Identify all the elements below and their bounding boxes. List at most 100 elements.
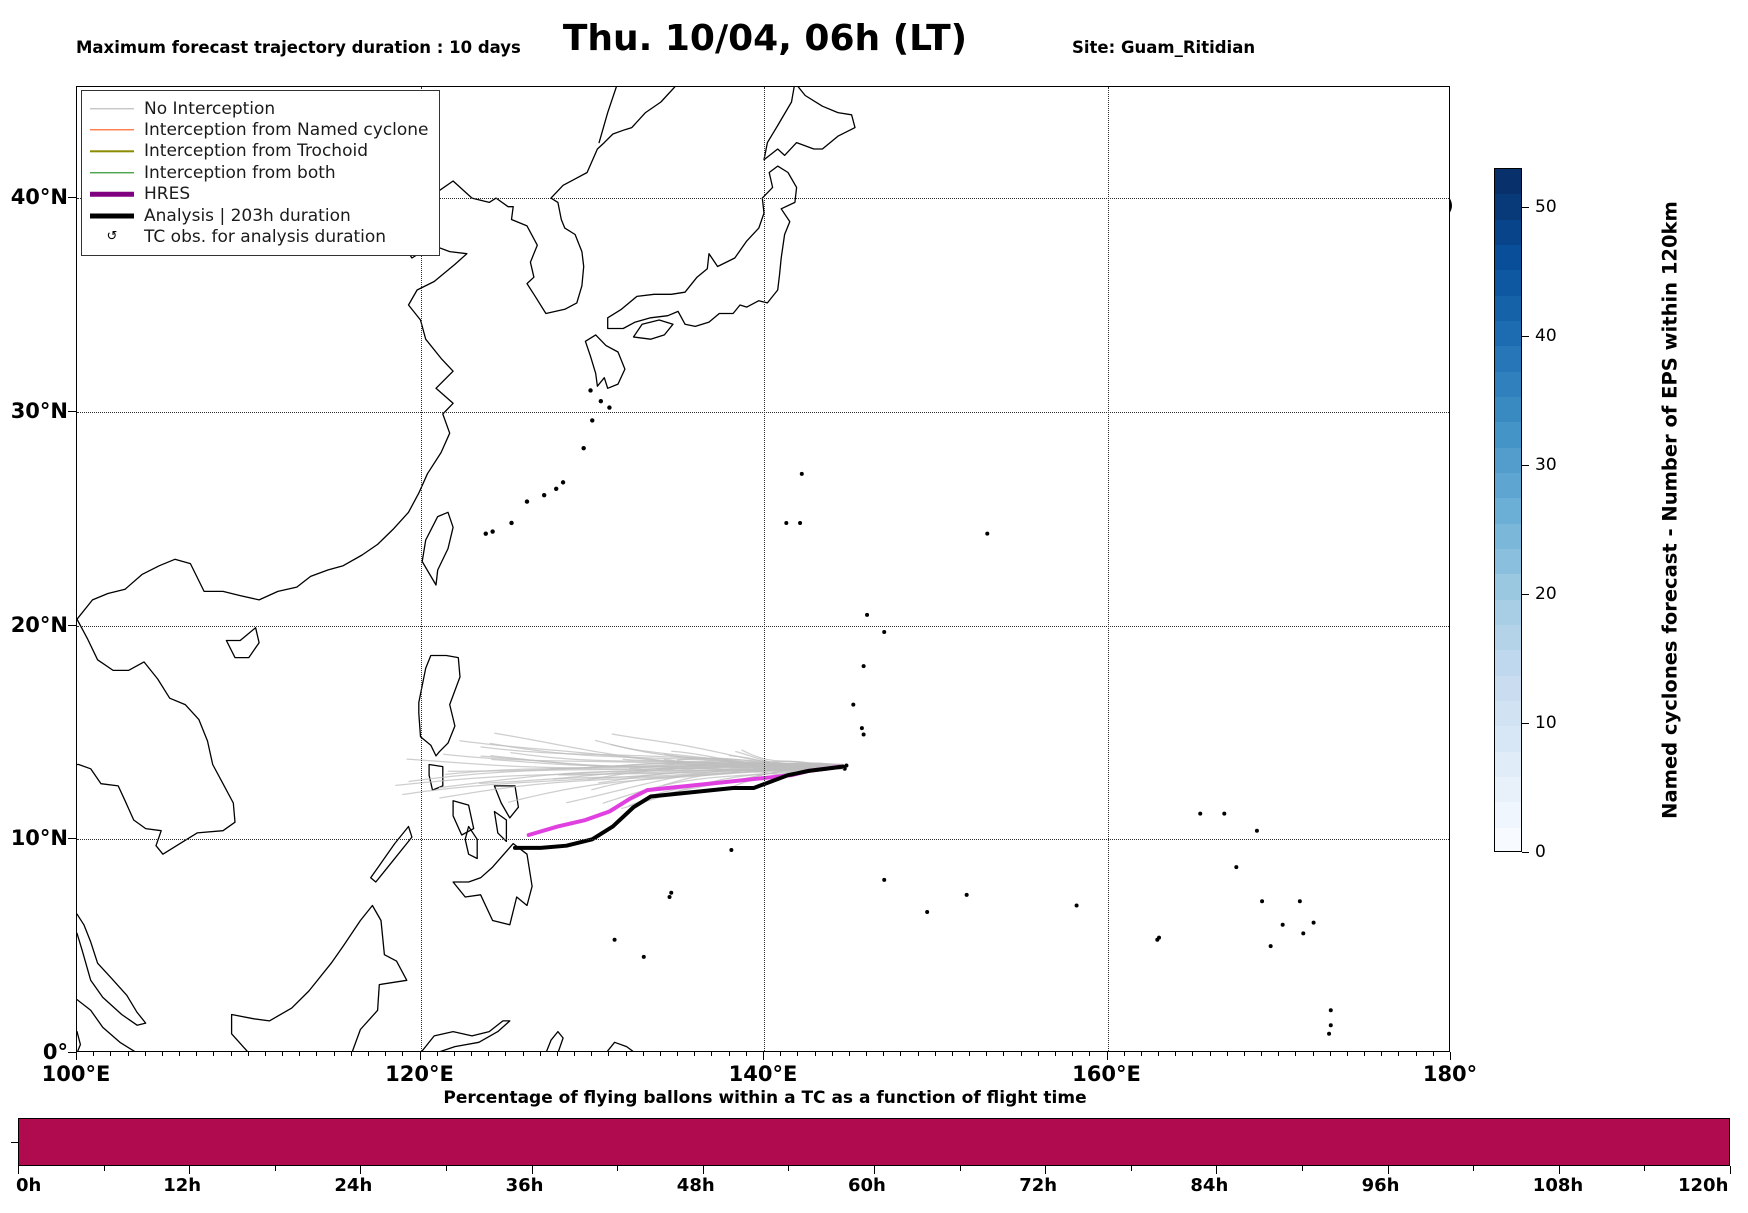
x-minor-tick [934, 1052, 936, 1056]
colorbar-segment [1495, 776, 1521, 803]
legend-item-4[interactable]: HRES [90, 184, 429, 205]
x-minor-tick [797, 1052, 799, 1056]
colorbar-segment [1495, 320, 1521, 347]
header-left-line-1: Maximum forecast trajectory duration : 1… [76, 38, 521, 57]
x-minor-tick [1381, 1052, 1383, 1056]
time-axis-tick [274, 1166, 276, 1171]
colorbar-tick-mark [1522, 464, 1529, 466]
x-minor-tick [110, 1052, 112, 1056]
time-axis-label: 60h [848, 1175, 886, 1196]
time-axis-tick [1130, 1166, 1132, 1171]
gridline-vertical [420, 87, 422, 1051]
x-tick-label: 160°E [1072, 1062, 1141, 1086]
time-axis-tick [1473, 1166, 1475, 1171]
time-axis-tick [189, 1166, 191, 1174]
legend-item-label: TC obs. for analysis duration [144, 227, 387, 248]
x-minor-tick [677, 1052, 679, 1056]
x-minor-tick [866, 1052, 868, 1056]
legend-item-5[interactable]: Analysis | 203h duration [90, 205, 429, 226]
colorbar-segment [1495, 194, 1521, 220]
time-axis-label: 84h [1190, 1175, 1229, 1196]
x-minor-tick [969, 1052, 971, 1056]
colorbar-segment [1495, 169, 1521, 195]
x-minor-tick [1037, 1052, 1039, 1056]
time-axis-tick [702, 1166, 704, 1174]
legend-line-swatch [90, 123, 134, 137]
colorbar-segment [1495, 346, 1521, 372]
percentage-bar-y-tick [11, 1142, 18, 1143]
time-axis-label: 0h [16, 1175, 42, 1196]
x-minor-tick [1398, 1052, 1400, 1056]
time-axis-tick [1216, 1166, 1218, 1174]
x-minor-tick [179, 1052, 181, 1056]
x-minor-tick [402, 1052, 404, 1056]
colorbar-segment [1495, 422, 1521, 448]
map-legend[interactable]: No Interception Interception from Named c… [81, 90, 440, 256]
time-axis-tick [360, 1166, 362, 1174]
colorbar-segment [1495, 219, 1521, 245]
x-minor-tick [213, 1052, 215, 1056]
time-axis-tick [959, 1166, 961, 1171]
x-minor-tick [333, 1052, 335, 1056]
header: Maximum forecast trajectory duration : 1… [0, 0, 1748, 214]
colorbar-tick-label: 0 [1535, 842, 1546, 862]
x-tick-label: 100°E [41, 1062, 111, 1086]
percentage-bar-axes[interactable] [18, 1118, 1730, 1166]
y-tick-label: 20°N [10, 612, 68, 637]
x-minor-tick [711, 1052, 713, 1056]
legend-item-1[interactable]: Interception from Named cyclone [90, 119, 429, 140]
colorbar-tick-label: 40 [1535, 325, 1557, 346]
x-minor-tick [1226, 1052, 1228, 1056]
x-minor-tick [367, 1052, 369, 1056]
colorbar-tick-mark [1522, 722, 1529, 724]
legend-item-0[interactable]: No Interception [90, 98, 429, 119]
x-minor-tick [1072, 1052, 1074, 1056]
time-axis-label: 48h [676, 1175, 715, 1196]
x-minor-tick [1312, 1052, 1314, 1056]
legend-item-3[interactable]: Interception from both [90, 162, 429, 183]
colorbar-segment [1495, 447, 1521, 473]
legend-item-6[interactable]: ↺ TC obs. for analysis duration [90, 226, 429, 247]
time-axis-tick [1045, 1166, 1047, 1174]
x-minor-tick [1020, 1052, 1022, 1056]
y-tick-mark [68, 838, 76, 840]
x-minor-tick [642, 1052, 644, 1056]
x-minor-tick [831, 1052, 833, 1056]
gridline-vertical [764, 87, 765, 1051]
x-minor-tick [556, 1052, 558, 1056]
x-minor-tick [951, 1052, 953, 1056]
time-axis-tick [1730, 1166, 1731, 1174]
legend-item-label: Interception from Trochoid [144, 141, 368, 162]
legend-item-label: No Interception [144, 98, 276, 119]
x-minor-tick [986, 1052, 988, 1056]
x-minor-tick [1192, 1052, 1194, 1056]
colorbar-segment [1495, 827, 1521, 851]
header-right-line-1: Site: Guam_Ritidian [1072, 38, 1256, 57]
colorbar-segment [1495, 751, 1521, 777]
x-tick-label: 140°E [728, 1062, 798, 1086]
time-axis-tick [1558, 1166, 1560, 1174]
colorbar[interactable] [1494, 168, 1522, 852]
percentage-bar-title: Percentage of flying ballons within a TC… [443, 1088, 1087, 1108]
colorbar-group: Named cyclones forecast - Number of EPS … [1494, 168, 1748, 862]
colorbar-title: Named cyclones forecast - Number of EPS … [1658, 201, 1682, 819]
x-minor-tick [1089, 1052, 1091, 1056]
legend-line-swatch [90, 166, 134, 180]
time-axis-tick [1387, 1166, 1389, 1174]
x-minor-tick [1209, 1052, 1211, 1056]
gridline-horizontal [77, 625, 1449, 627]
legend-item-2[interactable]: Interception from Trochoid [90, 141, 429, 162]
colorbar-tick-label: 20 [1535, 583, 1557, 604]
time-axis-tick [1644, 1166, 1646, 1171]
x-minor-tick [1329, 1052, 1331, 1056]
x-minor-tick [161, 1052, 163, 1056]
x-minor-tick [1346, 1052, 1348, 1056]
x-minor-tick [264, 1052, 266, 1056]
x-minor-tick [814, 1052, 816, 1056]
y-tick-label: 0° [42, 1040, 68, 1064]
time-axis-tick [617, 1166, 619, 1171]
x-minor-tick [436, 1052, 438, 1056]
x-minor-tick [900, 1052, 902, 1056]
colorbar-segment [1495, 371, 1521, 397]
x-minor-tick [728, 1052, 730, 1056]
